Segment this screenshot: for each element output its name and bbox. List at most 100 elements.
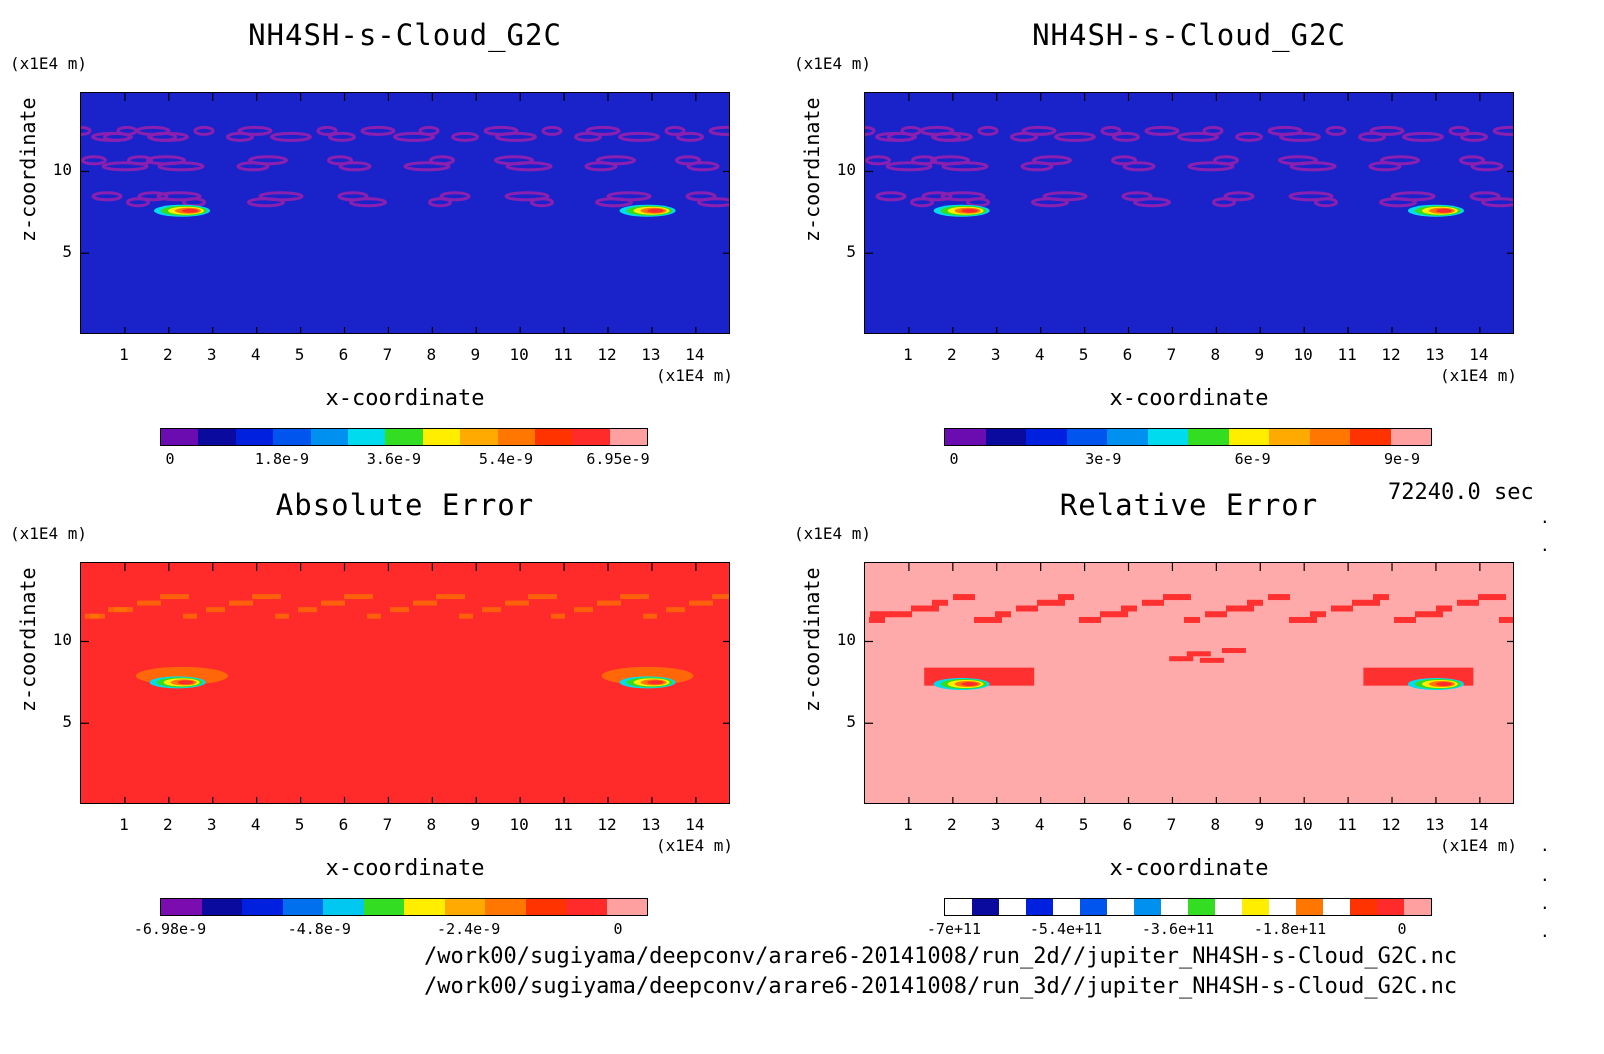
cloud-contour [1380,155,1420,166]
cloud-contour [697,197,729,208]
colorbar-segment [422,429,461,445]
cloud-contour [237,125,273,136]
cloud-contour [439,191,471,202]
cloud-contour [270,131,312,142]
colorbar-label: 3e-9 [1085,450,1122,468]
error-patch [643,613,657,619]
x-tick-label: 11 [553,815,573,834]
error-patch [911,605,939,612]
colorbar-segment [497,429,535,445]
x-tick-label: 3 [206,815,217,834]
error-patch [1016,605,1038,612]
cloud-contour [865,155,891,166]
x-tick-label: 10 [1293,815,1313,834]
x-tick-label: 4 [1034,815,1045,834]
colorbar-segment [242,899,283,915]
error-patch [229,600,253,606]
colorbar-segment [1053,899,1080,915]
heatmap-canvas [81,93,729,333]
plot-title: NH4SH-s-Cloud_G2C [248,18,562,52]
x-tick-label: 8 [1210,815,1221,834]
error-patch [344,594,373,600]
colorbar-label: 6e-9 [1234,450,1271,468]
cloud-contour [101,161,149,172]
error-patch [1331,605,1353,612]
error-patch [932,599,948,606]
x-tick-label: 7 [382,815,393,834]
error-patch [712,594,729,600]
error-patch [1205,611,1227,618]
x-tick-label: 14 [685,815,705,834]
dot-marker: . [1540,536,1550,555]
colorbar-segment [999,899,1026,915]
error-patch [1310,611,1326,618]
y-axis-label: z-coordinate [16,97,40,243]
plot-area [864,92,1514,334]
cloud-contour [1213,155,1239,166]
hotspot-contour [1435,208,1452,213]
cloud-contour [1289,161,1337,172]
dot-marker: . [1540,836,1550,855]
x-tick-label: 8 [426,345,437,364]
cloud-contour [606,191,652,202]
colorbar-segment [363,899,404,915]
panel-top-left: NH4SH-s-Cloud_G2C (x1E4 m) z-coordinate … [0,0,780,470]
x-axis-label: x-coordinate [1109,856,1269,881]
error-patch [252,594,281,600]
cloud-contour [349,197,387,208]
error-patch [137,600,161,606]
colorbar-segment [1350,429,1391,445]
x-tick-label: 13 [1425,345,1445,364]
cloud-contour [1187,161,1235,172]
error-patch [436,594,465,600]
cloud-contour [81,155,107,166]
x-axis-label: x-coordinate [325,856,485,881]
cloud-contour [248,155,288,166]
y-unit-label: (x1E4 m) [10,54,88,73]
error-patch [1247,599,1263,606]
cloud-contour [1492,125,1513,136]
colorbar-segment [404,899,445,915]
x-tick-label: 1 [119,815,129,834]
colorbar-segment [1188,429,1229,445]
cloud-contour [1460,131,1488,142]
x-tick-label: 1 [903,815,913,834]
y-tick-label: 10 [52,630,72,650]
error-patch [1142,599,1164,606]
colorbar-segment [945,899,972,915]
colorbar-segment [1066,429,1107,445]
panel-bottom-right: Relative Error (x1E4 m) z-coordinate 5 10… [784,470,1564,940]
cloud-contour [403,161,451,172]
cloud-contour [1369,125,1405,136]
y-axis-label: z-coordinate [800,97,824,243]
cloud-contour [1112,131,1140,142]
x-tick-label: 11 [553,345,573,364]
error-patch [482,607,501,613]
colorbar [160,898,648,916]
error-patch [1478,594,1506,601]
colorbar-segment [1309,429,1350,445]
plot-area [80,562,730,804]
x-tick-label: 14 [1469,815,1489,834]
colorbar-segment [1026,429,1067,445]
error-patch [1184,616,1200,623]
cloud-contour [933,131,961,142]
colorbar-segment [1147,429,1188,445]
colorbar-label: -5.4e+11 [1029,920,1103,938]
hotspot-contour [177,680,194,685]
error-patch [551,613,565,619]
heatmap-canvas [865,93,1513,333]
x-tick-label: 14 [1469,345,1489,364]
colorbar-segment [198,429,236,445]
cloud-contour [618,131,660,142]
x-tick-label: 1 [119,345,129,364]
colorbar-segment [161,429,199,445]
plot-area [80,92,730,334]
hotspot-contour [182,208,199,213]
cloud-contour [1481,197,1513,208]
error-patch [413,600,437,606]
error-patch [1221,648,1246,654]
colorbar-segment [460,429,498,445]
hotspot-contour [1435,682,1452,686]
x-tick-label: 5 [1078,815,1089,834]
